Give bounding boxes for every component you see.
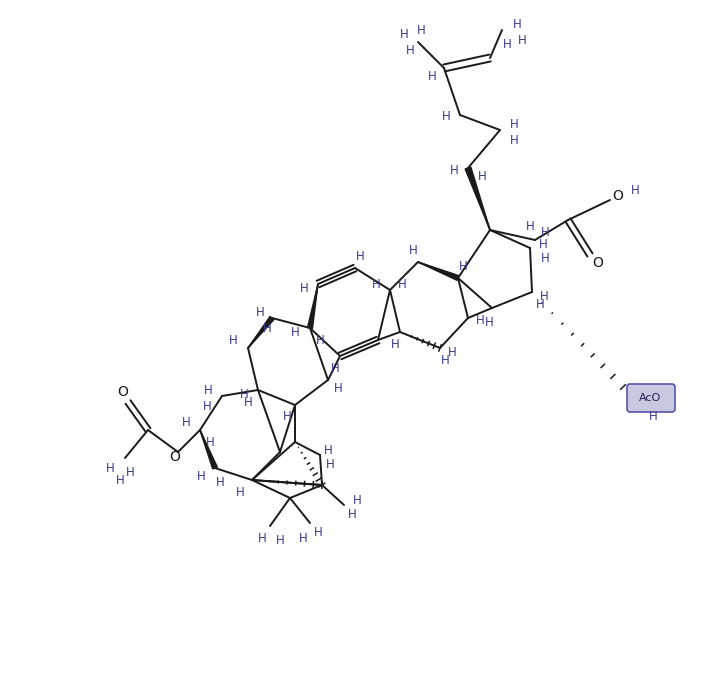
Text: H: H [240,389,248,402]
Text: O: O [169,450,180,464]
Text: H: H [397,278,407,291]
Text: H: H [298,531,308,544]
Polygon shape [418,262,459,280]
Polygon shape [465,167,490,230]
Text: H: H [352,493,362,506]
Text: H: H [244,395,252,408]
Polygon shape [308,284,318,328]
Text: H: H [197,469,205,482]
Text: H: H [406,44,414,57]
Text: O: O [612,189,624,203]
Text: H: H [258,531,266,544]
Text: H: H [441,111,451,124]
Text: H: H [449,164,459,178]
Text: H: H [325,458,335,471]
Text: H: H [256,306,264,319]
Text: H: H [300,282,308,295]
Text: H: H [372,278,380,291]
Text: H: H [391,339,399,352]
Text: H: H [538,237,548,250]
Text: H: H [428,70,436,83]
Text: H: H [315,334,325,347]
Text: H: H [540,226,550,239]
Text: H: H [229,334,237,347]
Text: H: H [503,38,511,51]
Text: H: H [115,473,125,486]
Text: H: H [334,382,342,395]
Text: H: H [631,183,639,196]
Text: H: H [355,250,365,263]
Text: H: H [459,259,467,272]
Text: H: H [324,443,333,456]
Text: H: H [216,475,224,488]
Text: H: H [485,315,493,328]
Text: H: H [540,252,550,265]
Text: H: H [313,527,323,540]
Text: H: H [276,534,284,547]
Text: H: H [540,291,548,304]
Text: H: H [203,399,211,412]
Text: H: H [206,436,214,449]
Text: H: H [409,244,417,256]
Text: H: H [525,220,535,233]
Text: H: H [204,384,212,397]
Text: H: H [283,410,291,423]
Text: H: H [535,298,545,311]
Text: H: H [182,415,190,428]
Text: H: H [649,410,657,423]
Polygon shape [200,430,217,469]
Text: H: H [347,508,357,521]
Text: O: O [117,385,128,399]
Text: AcO: AcO [639,393,661,403]
Text: H: H [236,486,244,499]
Text: O: O [592,256,604,270]
Text: H: H [330,362,340,375]
Text: H: H [263,321,271,334]
Text: H: H [510,118,518,131]
FancyBboxPatch shape [627,384,675,412]
Polygon shape [248,317,274,348]
Text: H: H [125,466,135,479]
Text: H: H [290,326,299,339]
Text: H: H [417,23,425,36]
Text: H: H [513,18,521,31]
Text: H: H [399,27,409,40]
Text: H: H [476,315,484,328]
Text: H: H [441,354,449,367]
Text: H: H [105,462,115,475]
Text: H: H [448,347,456,360]
Text: H: H [518,34,526,47]
Text: H: H [510,133,518,146]
Text: H: H [478,170,486,183]
